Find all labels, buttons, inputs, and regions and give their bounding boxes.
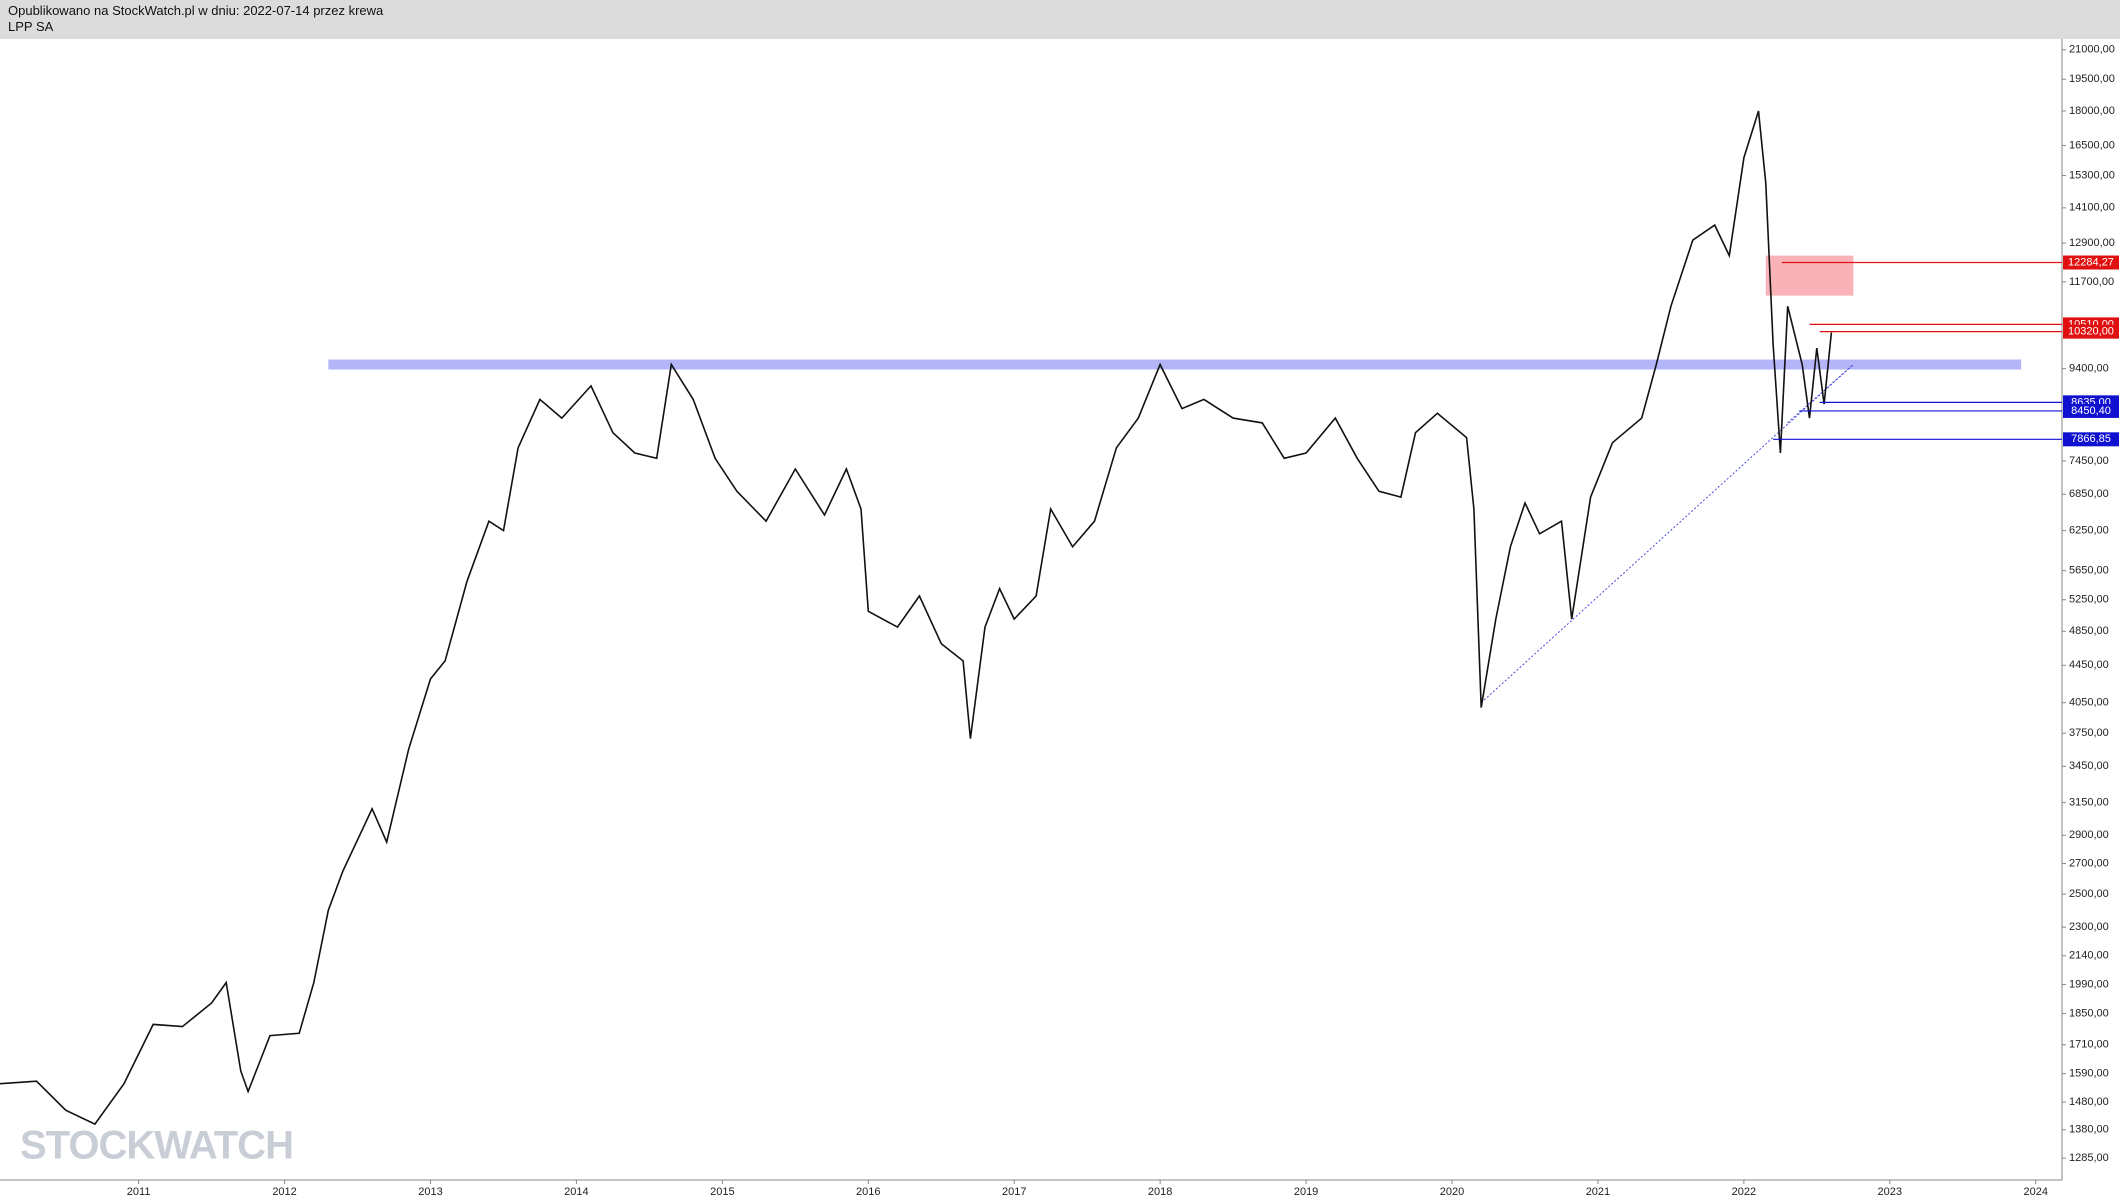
level-tag	[2063, 324, 2119, 339]
header-line: LPP SA	[8, 19, 54, 34]
level-label: 12284,27	[2068, 256, 2114, 268]
y-tick-label: 1850,00	[2069, 1007, 2109, 1019]
x-tick-label: 2020	[1440, 1186, 1464, 1198]
y-tick-label: 1480,00	[2069, 1096, 2109, 1108]
level-tag	[2063, 255, 2119, 270]
y-tick-label: 6250,00	[2069, 524, 2109, 536]
y-tick-label: 14100,00	[2069, 202, 2115, 214]
y-tick-label: 1380,00	[2069, 1124, 2109, 1136]
x-tick-label: 2022	[1732, 1186, 1756, 1198]
y-tick-label: 4450,00	[2069, 659, 2109, 671]
y-tick-label: 2300,00	[2069, 921, 2109, 933]
y-tick-label: 15300,00	[2069, 169, 2115, 181]
y-tick-label: 12900,00	[2069, 237, 2115, 249]
header-line: Opublikowano na StockWatch.pl w dniu: 20…	[8, 3, 384, 18]
y-tick-label: 9400,00	[2069, 363, 2109, 375]
level-tag	[2063, 432, 2119, 447]
x-tick-label: 2018	[1148, 1186, 1172, 1198]
level-label: 7866,85	[2071, 433, 2111, 445]
y-tick-label: 1990,00	[2069, 979, 2109, 991]
y-tick-label: 3450,00	[2069, 760, 2109, 772]
y-tick-label: 11700,00	[2069, 276, 2114, 288]
y-tick-label: 3750,00	[2069, 727, 2109, 739]
y-tick-label: 6850,00	[2069, 488, 2109, 500]
level-tag	[2063, 403, 2119, 418]
y-tick-label: 21000,00	[2069, 44, 2115, 56]
y-tick-label: 7450,00	[2069, 455, 2109, 467]
x-tick-label: 2011	[127, 1186, 151, 1198]
y-tick-label: 1285,00	[2069, 1152, 2109, 1164]
y-tick-label: 5250,00	[2069, 594, 2109, 606]
zone	[1765, 255, 1854, 296]
y-tick-label: 4050,00	[2069, 697, 2109, 709]
level-label: 8450,40	[2071, 405, 2111, 417]
x-tick-label: 2017	[1002, 1186, 1026, 1198]
x-tick-label: 2013	[418, 1186, 442, 1198]
x-tick-label: 2023	[1878, 1186, 1902, 1198]
header: Opublikowano na StockWatch.pl w dniu: 20…	[0, 0, 2120, 39]
level-label: 10320,00	[2068, 326, 2114, 338]
y-tick-label: 5650,00	[2069, 565, 2109, 577]
trendline	[1480, 364, 1854, 704]
y-tick-label: 2500,00	[2069, 888, 2109, 900]
y-tick-label: 16500,00	[2069, 139, 2115, 151]
y-tick-label: 2140,00	[2069, 950, 2109, 962]
trendline	[1787, 364, 1854, 424]
y-tick-label: 2900,00	[2069, 829, 2109, 841]
price-line	[0, 110, 1833, 1126]
x-tick-label: 2021	[1586, 1186, 1610, 1198]
x-tick-label: 2015	[710, 1186, 734, 1198]
y-tick-label: 4850,00	[2069, 625, 2109, 637]
x-tick-label: 2012	[272, 1186, 296, 1198]
y-tick-label: 18000,00	[2069, 105, 2115, 117]
y-tick-label: 1710,00	[2069, 1039, 2109, 1051]
y-tick-label: 3150,00	[2069, 796, 2109, 808]
x-tick-label: 2014	[564, 1186, 588, 1198]
y-tick-label: 1590,00	[2069, 1068, 2109, 1080]
x-tick-label: 2016	[856, 1186, 880, 1198]
watermark: STOCKWATCH	[20, 1124, 293, 1168]
x-tick-label: 2024	[2023, 1186, 2047, 1198]
y-tick-label: 19500,00	[2069, 73, 2115, 85]
y-tick-label: 2700,00	[2069, 857, 2109, 869]
x-tick-label: 2019	[1294, 1186, 1318, 1198]
